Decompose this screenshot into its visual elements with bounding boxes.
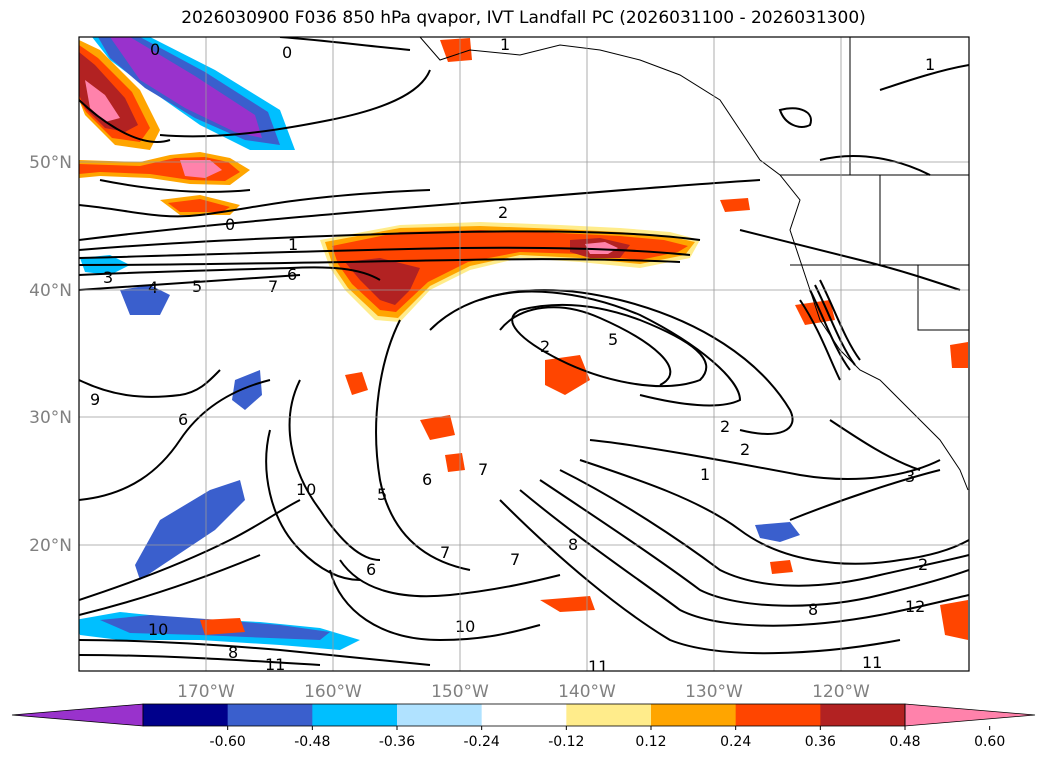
contour-label: 5	[377, 485, 387, 504]
map-title: 2026030900 F036 850 hPa qvapor, IVT Land…	[181, 8, 866, 28]
contour-label: 2	[918, 555, 928, 574]
colorbar-segment	[227, 704, 313, 726]
contour-label: 1	[500, 35, 510, 54]
contour-label: 1	[700, 465, 710, 484]
contour-label: 8	[568, 535, 578, 554]
contour-label: 6	[422, 470, 432, 489]
contour-label: 2	[720, 417, 730, 436]
colorbar-label: -0.36	[379, 734, 415, 750]
plot-frame	[78, 36, 970, 672]
contour-label: 7	[510, 550, 520, 569]
latitude-tick-labels: 50°N 40°N 30°N 20°N	[29, 153, 72, 556]
colorbar-segment	[481, 704, 567, 726]
contour-label: 6	[178, 410, 188, 429]
colorbar-label: 0.48	[889, 734, 920, 750]
lon-tick-label: 150°W	[431, 682, 489, 702]
contour-label: 0	[150, 40, 160, 59]
contour-label: 7	[268, 277, 278, 296]
lon-tick-label: 120°W	[812, 682, 870, 702]
longitude-tick-labels: 170°W 160°W 150°W 140°W 130°W 120°W	[177, 682, 870, 702]
contour-label: 10	[148, 620, 168, 639]
contour-label: 1	[925, 55, 935, 74]
plot-area	[79, 37, 969, 671]
lat-tick-label: 50°N	[29, 153, 72, 173]
contour-label: 2	[740, 440, 750, 459]
lon-tick-label: 140°W	[558, 682, 616, 702]
contour-label: 2	[498, 203, 508, 222]
contour-label: 3	[905, 467, 915, 486]
colorbar-label: 0.60	[974, 734, 1005, 750]
contour-label: 5	[608, 330, 618, 349]
contour-label: 6	[287, 265, 297, 284]
colorbar-extend-low	[11, 703, 144, 727]
colorbar-label: 0.24	[720, 734, 751, 750]
colorbar-extend-high	[904, 703, 1036, 727]
lat-tick-label: 40°N	[29, 281, 72, 301]
contour-label: 8	[808, 600, 818, 619]
colorbar-label: -0.12	[548, 734, 584, 750]
colorbar-segment	[735, 704, 821, 726]
lat-tick-label: 20°N	[29, 536, 72, 556]
contour-label: 7	[440, 543, 450, 562]
contour-label: 11	[588, 657, 608, 676]
contour-label: 0	[225, 215, 235, 234]
contour-label: 4	[148, 278, 158, 297]
contour-label: 10	[455, 617, 475, 636]
contour-label: 8	[228, 643, 238, 662]
colorbar-frame	[142, 703, 906, 727]
contour-lines	[79, 37, 969, 666]
lon-tick-label: 130°W	[685, 682, 743, 702]
colorbar-segment	[820, 704, 906, 726]
contour-label: 10	[296, 480, 316, 499]
colorbar-segment	[566, 704, 652, 726]
contour-label: 2	[540, 337, 550, 356]
colorbar-label: 0.36	[805, 734, 836, 750]
colorbar-segment	[143, 704, 229, 726]
contour-label: 1	[288, 235, 298, 254]
colorbar-label: -0.48	[294, 734, 330, 750]
contour-label: 5	[192, 277, 202, 296]
contour-label: 7	[478, 460, 488, 479]
lat-tick-label: 30°N	[29, 408, 72, 428]
lon-tick-label: 170°W	[177, 682, 235, 702]
contour-label: 0	[282, 43, 292, 62]
colorbar-label: 0.12	[635, 734, 666, 750]
colorbar-segment	[651, 704, 737, 726]
colorbar: -0.60 -0.48 -0.36 -0.24 -0.12 0.12 0.24 0.36 0.4…	[11, 703, 1036, 750]
contour-label: 11	[265, 655, 285, 674]
contour-label: 9	[90, 390, 100, 409]
colorbar-segment	[397, 704, 483, 726]
contour-label: 3	[103, 268, 113, 287]
contour-label-group: 0 0 0 1 1 1 2 2 2 2 3 3 4 5 5 6 6 6 7 7	[90, 35, 935, 676]
colorbar-label: -0.24	[464, 734, 500, 750]
lon-tick-label: 160°W	[304, 682, 362, 702]
colorbar-segment	[312, 704, 398, 726]
gridlines	[79, 37, 969, 671]
contour-label: 12	[905, 597, 925, 616]
colorbar-label: -0.60	[210, 734, 246, 750]
contour-label: 6	[366, 560, 376, 579]
contour-label: 11	[862, 653, 882, 672]
